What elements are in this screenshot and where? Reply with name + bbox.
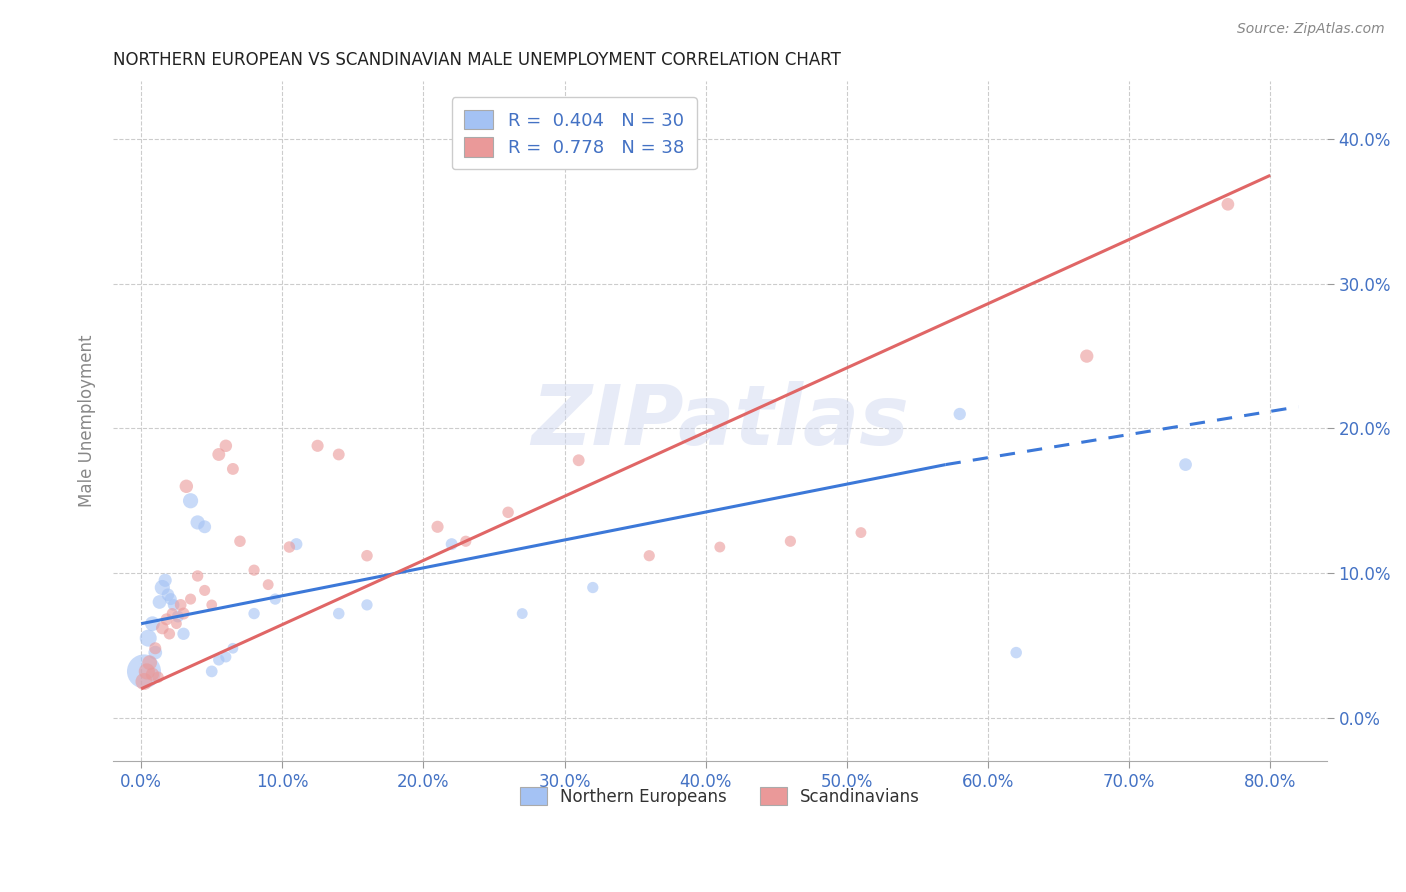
Y-axis label: Male Unemployment: Male Unemployment <box>79 335 96 508</box>
Point <box>194 520 217 534</box>
Point <box>328 448 350 462</box>
Point <box>356 549 378 563</box>
Point <box>849 525 872 540</box>
Text: Source: ZipAtlas.com: Source: ZipAtlas.com <box>1237 22 1385 37</box>
Point <box>143 646 166 660</box>
Text: ZIPatlas: ZIPatlas <box>531 381 908 462</box>
Point <box>285 537 308 551</box>
Point <box>153 574 176 588</box>
Point <box>568 453 591 467</box>
Point <box>264 592 287 607</box>
Point <box>307 439 329 453</box>
Point <box>146 670 169 684</box>
Point <box>173 627 195 641</box>
Point <box>328 607 350 621</box>
Point <box>136 631 159 645</box>
Point <box>496 505 519 519</box>
Point <box>135 665 157 679</box>
Point <box>165 616 187 631</box>
Point <box>138 656 160 670</box>
Point <box>356 598 378 612</box>
Point <box>201 665 224 679</box>
Point <box>510 607 533 621</box>
Point <box>166 609 188 624</box>
Point <box>187 569 209 583</box>
Legend: Northern Europeans, Scandinavians: Northern Europeans, Scandinavians <box>512 779 928 814</box>
Point <box>1174 458 1197 472</box>
Point <box>156 588 179 602</box>
Point <box>208 653 231 667</box>
Point <box>638 549 661 563</box>
Point <box>1076 349 1098 363</box>
Point <box>155 612 177 626</box>
Point <box>141 616 163 631</box>
Point <box>215 439 238 453</box>
Point <box>160 607 183 621</box>
Point <box>709 540 731 554</box>
Point <box>222 462 245 476</box>
Point <box>132 674 155 689</box>
Point <box>173 607 195 621</box>
Point <box>150 621 173 635</box>
Point <box>132 665 155 679</box>
Text: NORTHERN EUROPEAN VS SCANDINAVIAN MALE UNEMPLOYMENT CORRELATION CHART: NORTHERN EUROPEAN VS SCANDINAVIAN MALE U… <box>112 51 841 69</box>
Point <box>162 598 184 612</box>
Point <box>215 649 238 664</box>
Point <box>257 577 280 591</box>
Point <box>180 592 202 607</box>
Point <box>148 595 170 609</box>
Point <box>150 581 173 595</box>
Point <box>949 407 972 421</box>
Point <box>143 641 166 656</box>
Point <box>1216 197 1239 211</box>
Point <box>176 479 198 493</box>
Point <box>440 537 463 551</box>
Point <box>141 667 163 681</box>
Point <box>180 493 202 508</box>
Point <box>201 598 224 612</box>
Point <box>229 534 252 549</box>
Point <box>187 516 209 530</box>
Point <box>779 534 801 549</box>
Point <box>426 520 449 534</box>
Point <box>208 448 231 462</box>
Point <box>243 607 266 621</box>
Point <box>222 641 245 656</box>
Point <box>1005 646 1028 660</box>
Point <box>194 583 217 598</box>
Point <box>170 598 193 612</box>
Point <box>278 540 301 554</box>
Point <box>582 581 605 595</box>
Point <box>157 627 180 641</box>
Point <box>243 563 266 577</box>
Point <box>159 592 181 607</box>
Point <box>454 534 477 549</box>
